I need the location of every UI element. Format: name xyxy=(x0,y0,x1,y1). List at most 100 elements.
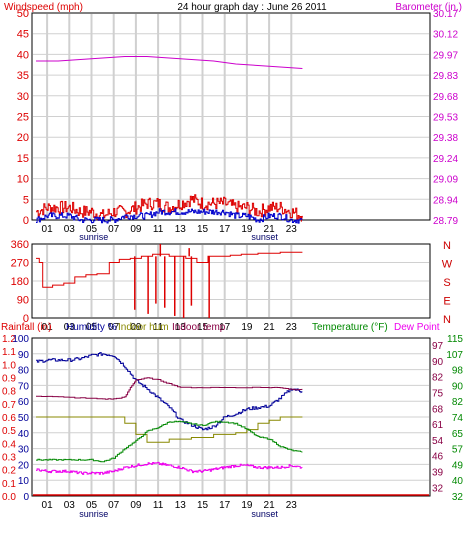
rainfall-tick-label: 0.6 xyxy=(2,413,16,424)
windspeed-tick-label: 5 xyxy=(23,194,29,206)
windspeed-axis-label: Windspeed (mph) xyxy=(4,2,83,13)
temp-panel-x-tick-label: 09 xyxy=(130,500,142,511)
humidity-tick-label: 80 xyxy=(18,366,30,377)
humidity-tick-label: 100 xyxy=(12,334,29,345)
barometer-tick-label: 29.68 xyxy=(433,92,458,103)
rainfall-tick-label: 0.2 xyxy=(2,466,16,477)
wind-panel-x-tick-label: 09 xyxy=(130,224,142,235)
wind-panel-x-tick-label: 01 xyxy=(42,224,54,235)
wind-panel-x-tick-label: 13 xyxy=(175,224,187,235)
barometer-tick-label: 29.53 xyxy=(433,113,458,124)
dew-point-axis-label: Dew Point xyxy=(394,322,440,333)
temp-panel-x-tick-label: 17 xyxy=(219,500,231,511)
windspeed-tick-label: 10 xyxy=(17,174,29,186)
sunset-label: sunset xyxy=(251,232,278,242)
temperature-tick-label: 107 xyxy=(446,350,463,361)
humidity-tick-label: 10 xyxy=(18,476,30,487)
barometer-tick-label: 29.09 xyxy=(433,175,458,186)
windspeed-tick-label: 15 xyxy=(17,153,29,165)
temperature-tick-label: 40 xyxy=(452,476,464,487)
rainfall-tick-label: 1.1 xyxy=(2,347,16,358)
barometer-tick-label: 30.17 xyxy=(433,9,458,20)
direction-panel-x-tick-label: 11 xyxy=(153,322,164,333)
direction-tick-label: 180 xyxy=(11,276,29,288)
direction-tick-label: 360 xyxy=(11,239,29,251)
humidity-axis-label: Humidity % xyxy=(66,322,117,333)
temperature-tick-label: 74 xyxy=(452,413,464,424)
wind-panel-x-tick-label: 19 xyxy=(241,224,253,235)
indoor-temp-axis-label: Indoor temp xyxy=(172,322,226,333)
temp-panel-x-tick-label: 01 xyxy=(42,500,54,511)
humidity-tick-label: 20 xyxy=(18,460,30,471)
windspeed-tick-label: 35 xyxy=(17,70,29,82)
sunset-label: sunset xyxy=(251,509,278,519)
windspeed-tick-label: 45 xyxy=(17,29,29,41)
rainfall-tick-label: 0.5 xyxy=(2,426,16,437)
humidity-line xyxy=(36,352,303,431)
temp-panel-x-tick-label: 15 xyxy=(197,500,209,511)
wind-panel-x-tick-label: 17 xyxy=(219,224,231,235)
sunrise-label: sunrise xyxy=(79,232,108,242)
windspeed-tick-label: 0 xyxy=(23,215,29,227)
direction-panel-x-tick-label: 03 xyxy=(64,322,76,333)
rainfall-axis-label: Rainfall (in) xyxy=(1,322,52,333)
windspeed-tick-label: 30 xyxy=(17,91,29,103)
direction-tick-label: 270 xyxy=(11,258,29,270)
compass-label: S xyxy=(443,277,450,289)
direction-panel-x-tick-label: 15 xyxy=(197,322,209,333)
temp-panel-x-tick-label: 19 xyxy=(241,500,253,511)
humidity-tick-label: 70 xyxy=(18,381,30,392)
dew-point-line xyxy=(36,461,303,475)
wind-panel-x-tick-label: 11 xyxy=(153,224,164,235)
direction-panel-x-tick-label: 23 xyxy=(286,322,298,333)
windspeed-tick-label: 20 xyxy=(17,132,29,144)
wind-panel-x-tick-label: 05 xyxy=(86,224,98,235)
direction-panel-x-tick-label: 19 xyxy=(241,322,253,333)
temp-panel-x-tick-label: 23 xyxy=(286,500,298,511)
direction-panel-x-tick-label: 07 xyxy=(108,322,120,333)
temperature-tick-label: 82 xyxy=(452,397,464,408)
wind-panel-x-tick-label: 07 xyxy=(108,224,120,235)
dew-point-tick-label: 90 xyxy=(432,357,444,368)
temp-panel-x-tick-label: 21 xyxy=(264,500,276,511)
temperature-tick-label: 49 xyxy=(452,460,464,471)
humidity-tick-label: 0 xyxy=(23,492,29,503)
rainfall-tick-label: 1.0 xyxy=(2,360,16,371)
direction-panel-x-tick-label: 17 xyxy=(219,322,231,333)
temperature-tick-label: 90 xyxy=(452,381,464,392)
temp-panel-x-tick-label: 13 xyxy=(175,500,187,511)
direction-panel-x-tick-label: 13 xyxy=(175,322,187,333)
dew-point-tick-label: 39 xyxy=(432,468,444,479)
indoor-hum-line xyxy=(36,416,303,443)
direction-panel-x-tick-label: 05 xyxy=(86,322,98,333)
compass-label: N xyxy=(443,314,451,326)
barometer-tick-label: 29.97 xyxy=(433,50,458,61)
windspeed-line xyxy=(36,194,303,222)
compass-label: E xyxy=(443,296,450,308)
barometer-tick-label: 30.12 xyxy=(433,30,458,41)
dew-point-tick-label: 61 xyxy=(432,420,444,431)
temperature-tick-label: 98 xyxy=(452,366,464,377)
temperature-line xyxy=(36,420,303,463)
rainfall-tick-label: 0.7 xyxy=(2,400,16,411)
rainfall-tick-label: 1.2 xyxy=(2,334,16,345)
windspeed-tick-label: 25 xyxy=(17,112,29,124)
windgust-line xyxy=(36,208,303,224)
sunrise-label: sunrise xyxy=(79,509,108,519)
direction-panel-x-tick-label: 21 xyxy=(264,322,276,333)
temperature-axis-label: Temperature (°F) xyxy=(312,322,388,333)
humidity-tick-label: 30 xyxy=(18,445,30,456)
chart-layer: Windspeed (mph) 24 hour graph day : June … xyxy=(1,2,463,519)
dew-point-tick-label: 68 xyxy=(432,404,444,415)
wind-direction-line xyxy=(36,251,303,288)
rainfall-tick-label: 0.9 xyxy=(2,374,16,385)
rainfall-tick-label: 0.8 xyxy=(2,387,16,398)
rainfall-tick-label: 0.1 xyxy=(2,479,16,490)
barometer-tick-label: 28.79 xyxy=(433,216,458,227)
dew-point-tick-label: 54 xyxy=(432,436,444,447)
temp-panel-x-tick-label: 03 xyxy=(64,500,76,511)
barometer-tick-label: 29.24 xyxy=(433,154,458,165)
chart-title: 24 hour graph day : June 26 2011 xyxy=(177,2,327,13)
dew-point-tick-label: 32 xyxy=(432,483,444,494)
